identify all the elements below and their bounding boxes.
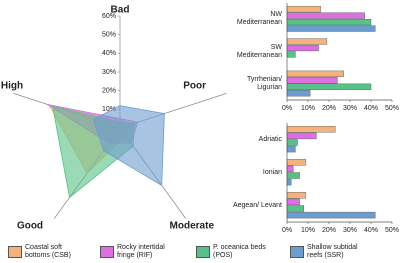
bar [286,38,328,45]
bar [286,159,307,166]
bar [286,77,338,84]
bar [286,90,311,97]
category-label: SW Mediterranean [236,43,282,59]
legend-label: Coastal soft bottoms (CSB) [25,244,71,259]
x-tick-label: 50% [385,227,399,234]
x-tick-label: 30% [343,105,357,112]
bar [286,25,376,32]
x-tick-label: 10% [301,105,315,112]
bar [286,6,321,13]
bar [286,165,294,173]
bar [286,70,344,77]
category-label: Tyrrhenian/ Ligurian [246,75,282,91]
bar [286,172,300,179]
bar [286,83,372,90]
radial-tick-label: 30% [102,69,116,76]
radar-axis-label: High [1,81,23,92]
category-label: Ionian [262,168,282,176]
radar-axis-label: Good [17,221,43,232]
bar [286,139,298,146]
bar [286,211,376,219]
bar [286,12,365,19]
bar [286,192,307,199]
bar [286,44,319,52]
x-tick-label: 20% [322,105,336,112]
x-tick-label: 20% [322,227,336,234]
bar [286,132,317,140]
x-tick-label: 0% [282,227,292,234]
radar-area [92,105,165,187]
x-tick-label: 0% [282,105,292,112]
radial-tick-label: 50% [102,32,116,39]
radial-tick-label: 40% [102,50,116,57]
radar-axis-label: Moderate [170,221,215,232]
radial-tick-label: 60% [102,13,116,20]
bar [286,178,292,186]
radar-axis-label: Poor [183,81,206,92]
bar [286,126,336,133]
legend-label: Rocky intertidal fringe (RIF) [117,244,165,259]
radar-axis-label: Bad [111,5,130,16]
legend-swatch [290,246,304,258]
bar [286,51,296,58]
legend-swatch [196,246,210,258]
x-tick-label: 10% [301,227,315,234]
bar [286,198,300,206]
legend-swatch [8,246,22,258]
bar [286,145,296,153]
x-tick-label: 50% [385,105,399,112]
x-tick-label: 40% [364,227,378,234]
x-tick-label: 30% [343,227,357,234]
radial-tick-label: 10% [102,106,116,113]
category-label: Adriatic [258,135,282,143]
bar [286,205,304,212]
bar [286,18,372,26]
x-tick-label: 40% [364,105,378,112]
category-label: NW Mediterranean [236,11,282,27]
category-label: Aegean/ Levant [232,201,282,209]
radial-tick-label: 20% [102,88,116,95]
legend-label: P. oceanica beds (POS) [213,244,266,259]
legend-label: Shallow subtidal reefs (SSR) [307,244,358,259]
legend-swatch [100,246,114,258]
